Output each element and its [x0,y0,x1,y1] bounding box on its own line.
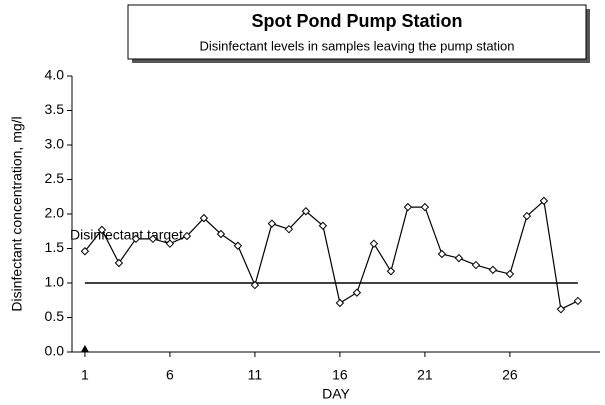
x-tick-label: 1 [81,367,89,383]
y-tick-label: 2.5 [45,170,65,186]
data-point [454,253,464,263]
data-point [80,247,90,256]
data-point [267,219,277,228]
y-tick-label: 4.0 [45,67,65,83]
data-point [216,229,226,239]
chart-subtitle: Disinfectant levels in samples leaving t… [199,38,514,53]
data-point [284,224,294,234]
annotation: Disinfectant target [70,227,183,243]
data-point [97,225,107,235]
data-point [573,296,583,306]
data-point [437,249,447,259]
data-point [301,207,311,216]
title-box [127,4,587,60]
x-axis-label: DAY [322,386,350,402]
data-point [539,196,549,206]
data-point [165,239,175,248]
data-point [250,280,260,290]
data-point [199,213,209,223]
data-point [369,239,379,248]
x-tick-label: 6 [166,367,174,383]
data-point [471,260,481,270]
data-point [488,265,498,275]
reference-marker [80,345,89,352]
data-point [335,298,345,308]
data-point [386,267,396,276]
x-tick-label: 21 [417,367,433,383]
data-point [420,202,430,212]
y-tick-label: 0.0 [45,343,65,359]
data-point [352,288,362,297]
data-point [233,241,243,250]
data-point [403,202,413,212]
data-point [505,269,515,279]
y-tick-label: 1.0 [45,274,65,290]
data-line [84,199,579,311]
y-tick-label: 1.5 [45,239,65,255]
y-axis-label: Disinfectant concentration, mg/l [9,116,25,311]
y-tick-label: 0.5 [45,308,65,324]
y-tick-label: 2.0 [45,205,65,221]
y-tick-label: 3.0 [45,136,65,152]
x-tick-label: 26 [502,367,518,383]
data-point [182,231,192,241]
data-point [522,211,532,221]
data-point [114,258,124,268]
data-point [148,234,158,244]
data-point [556,305,566,314]
data-point [318,221,328,230]
y-tick-label: 3.5 [45,101,65,117]
x-tick-label: 16 [332,367,348,383]
chart-title: Spot Pond Pump Station [252,11,463,31]
x-tick-label: 11 [248,367,263,383]
data-point [131,234,141,244]
